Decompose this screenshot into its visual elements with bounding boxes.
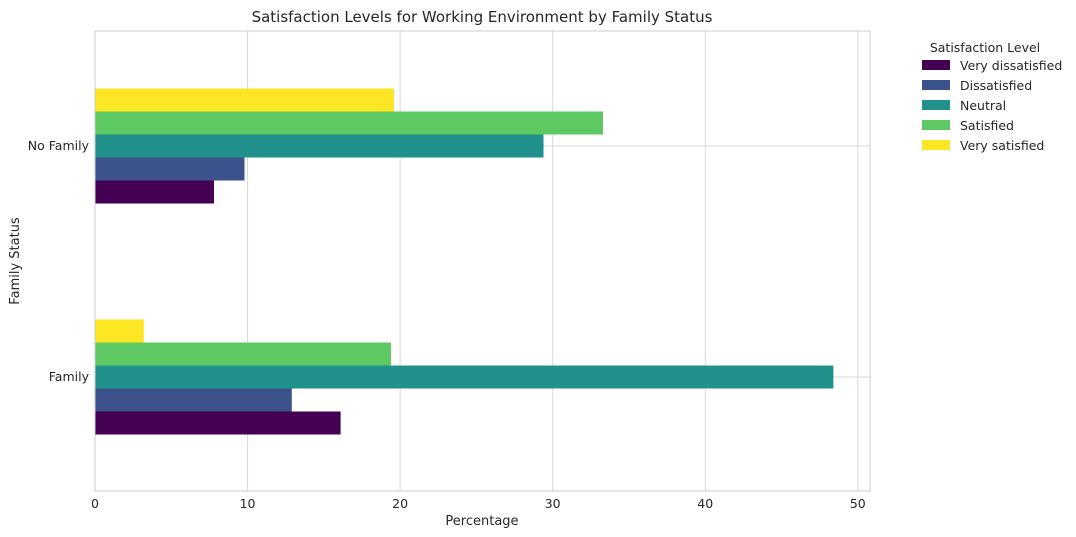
legend-title: Satisfaction Level: [930, 40, 1040, 55]
bar: [95, 388, 292, 412]
x-tick-label: 30: [545, 496, 561, 511]
bar: [95, 342, 391, 366]
bar: [95, 134, 544, 158]
x-tick-label: 50: [850, 496, 866, 511]
legend-swatch: [922, 80, 950, 90]
x-tick-label: 40: [697, 496, 713, 511]
x-axis-ticks: 0 10 20 30 40 50: [91, 496, 866, 511]
bar: [95, 365, 834, 389]
x-tick-label: 0: [91, 496, 99, 511]
bar: [95, 88, 395, 112]
x-tick-label: 20: [392, 496, 408, 511]
legend-label: Dissatisfied: [960, 78, 1032, 93]
bar: [95, 180, 214, 204]
bars: [95, 88, 834, 435]
legend-label: Satisfied: [960, 118, 1014, 133]
y-tick-label: No Family: [28, 138, 90, 153]
bar: [95, 319, 144, 343]
legend: Satisfaction Level Very dissatisfied Diss…: [922, 40, 1062, 153]
bar: [95, 411, 341, 435]
plot-frame: [94, 30, 871, 492]
legend-label: Neutral: [960, 98, 1006, 113]
legend-label: Very dissatisfied: [960, 58, 1062, 73]
bar: [95, 111, 604, 135]
x-axis-label: Percentage: [445, 514, 518, 529]
y-axis-label: Family Status: [8, 217, 23, 305]
legend-swatch: [922, 120, 950, 130]
x-tick-label: 10: [240, 496, 256, 511]
legend-swatch: [922, 60, 950, 70]
legend-swatch: [922, 100, 950, 110]
legend-label: Very satisfied: [960, 138, 1044, 153]
y-tick-label: Family: [49, 369, 90, 384]
chart-title: Satisfaction Levels for Working Environm…: [252, 8, 713, 26]
legend-swatch: [922, 140, 950, 150]
bar: [95, 157, 245, 181]
y-axis-ticks: Family No Family: [28, 138, 90, 384]
